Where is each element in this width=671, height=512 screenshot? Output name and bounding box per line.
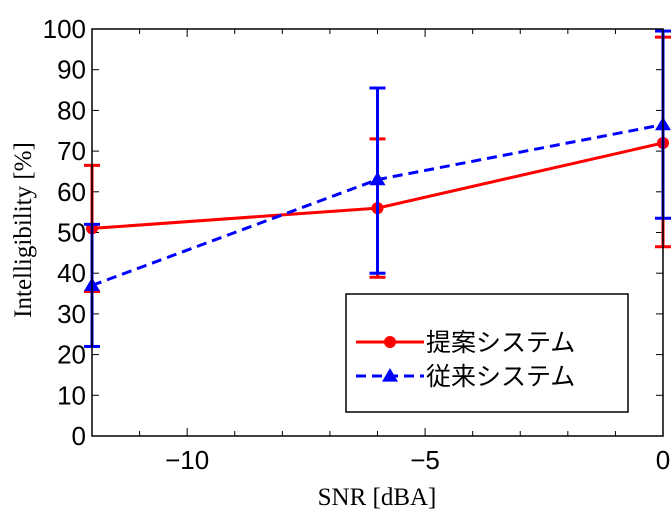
legend-label: 提案システム	[426, 328, 575, 357]
y-tick-label: 80	[57, 95, 86, 125]
axis-ticks: 0 10 20 30 40 50 60 70 80 90 100 −10 −5 0	[43, 14, 671, 475]
y-tick-label: 30	[57, 299, 86, 329]
y-tick-label: 60	[57, 177, 86, 207]
y-tick-label: 50	[57, 218, 86, 248]
data-point	[382, 368, 398, 382]
legend-entry: 従来システム	[356, 362, 575, 391]
legend-label: 従来システム	[426, 362, 575, 391]
y-tick-label: 40	[57, 258, 86, 288]
y-tick-label: 20	[57, 340, 86, 370]
x-tick-label: 0	[656, 445, 670, 475]
y-tick-label: 90	[57, 55, 86, 85]
legend-entry: 提案システム	[356, 328, 575, 357]
plot-border	[91, 28, 664, 437]
y-tick-label: 0	[72, 421, 86, 451]
y-tick-label: 10	[57, 380, 86, 410]
y-tick-label: 70	[57, 136, 86, 166]
x-axis-label: SNR [dBA]	[318, 484, 437, 511]
data-point	[384, 336, 396, 348]
plot-frame	[91, 28, 664, 437]
y-tick-label: 100	[43, 14, 86, 44]
x-tick-label: −10	[165, 445, 209, 475]
legend-box	[345, 293, 629, 413]
y-axis-label: Intelligibility [%]	[10, 142, 37, 318]
data-point	[369, 171, 386, 186]
x-tick-label: −5	[410, 445, 440, 475]
